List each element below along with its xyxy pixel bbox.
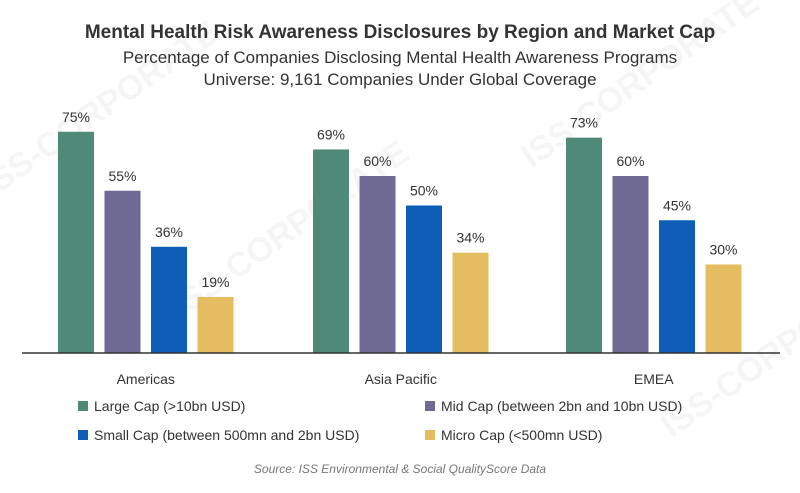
bar-emea-large-cap: [566, 137, 602, 353]
chart-universe-note: Universe: 9,161 Companies Under Global C…: [203, 70, 597, 89]
chart-subtitle: Percentage of Companies Disclosing Menta…: [122, 48, 678, 67]
bar-asia-pacific-large-cap: [313, 149, 349, 353]
bar-americas-micro-cap: [197, 296, 234, 353]
data-label: 45%: [663, 197, 691, 213]
bar-americas-mid-cap: [104, 190, 141, 353]
data-label: 36%: [155, 224, 183, 240]
source-note: Source: ISS Environmental & Social Quali…: [253, 462, 547, 476]
legend-item-small-cap: Small Cap (between 500mn and 2bn USD): [78, 427, 359, 443]
bar-asia-pacific-mid-cap: [359, 176, 396, 353]
legend-label-small-cap: Small Cap (between 500mn and 2bn USD): [94, 427, 360, 443]
data-label: 60%: [616, 153, 644, 169]
legend-label-large-cap: Large Cap (>10bn USD): [94, 398, 246, 414]
x-tick-label: Asia Pacific: [365, 371, 437, 387]
bar-americas-large-cap: [58, 131, 94, 353]
data-label: 34%: [456, 230, 484, 246]
bar-emea-micro-cap: [705, 264, 742, 353]
data-label: 69%: [317, 126, 345, 142]
data-label: 55%: [108, 168, 136, 184]
legend: Large Cap (>10bn USD) Mid Cap (between 2…: [0, 398, 800, 448]
legend-item-micro-cap: Micro Cap (<500mn USD): [425, 427, 602, 443]
bar-emea-small-cap: [659, 220, 695, 353]
data-label: 73%: [570, 115, 598, 131]
data-label: 50%: [410, 183, 438, 199]
legend-label-mid-cap: Mid Cap (between 2bn and 10bn USD): [441, 398, 683, 414]
data-label: 19%: [201, 274, 229, 290]
bar-emea-mid-cap: [612, 176, 649, 353]
legend-swatch-mid-cap: [425, 401, 435, 411]
bar-chart: 75% 55% 36% 19% Americas 69% 60% 50% 34% Asia Pac…: [22, 109, 780, 387]
data-label: 75%: [62, 109, 90, 125]
legend-swatch-small-cap: [78, 430, 88, 440]
legend-swatch-micro-cap: [425, 430, 435, 440]
x-tick-label: Americas: [117, 371, 175, 387]
x-tick-label: EMEA: [634, 371, 674, 387]
bar-americas-small-cap: [151, 246, 187, 353]
data-label: 60%: [363, 153, 391, 169]
legend-item-large-cap: Large Cap (>10bn USD): [78, 398, 245, 414]
legend-swatch-large-cap: [78, 401, 88, 411]
legend-label-micro-cap: Micro Cap (<500mn USD): [441, 427, 603, 443]
data-label: 30%: [709, 242, 737, 258]
bar-asia-pacific-small-cap: [406, 205, 442, 353]
bar-asia-pacific-micro-cap: [452, 252, 489, 353]
legend-item-mid-cap: Mid Cap (between 2bn and 10bn USD): [425, 398, 682, 414]
chart-title: Mental Health Risk Awareness Disclosures…: [84, 22, 716, 43]
